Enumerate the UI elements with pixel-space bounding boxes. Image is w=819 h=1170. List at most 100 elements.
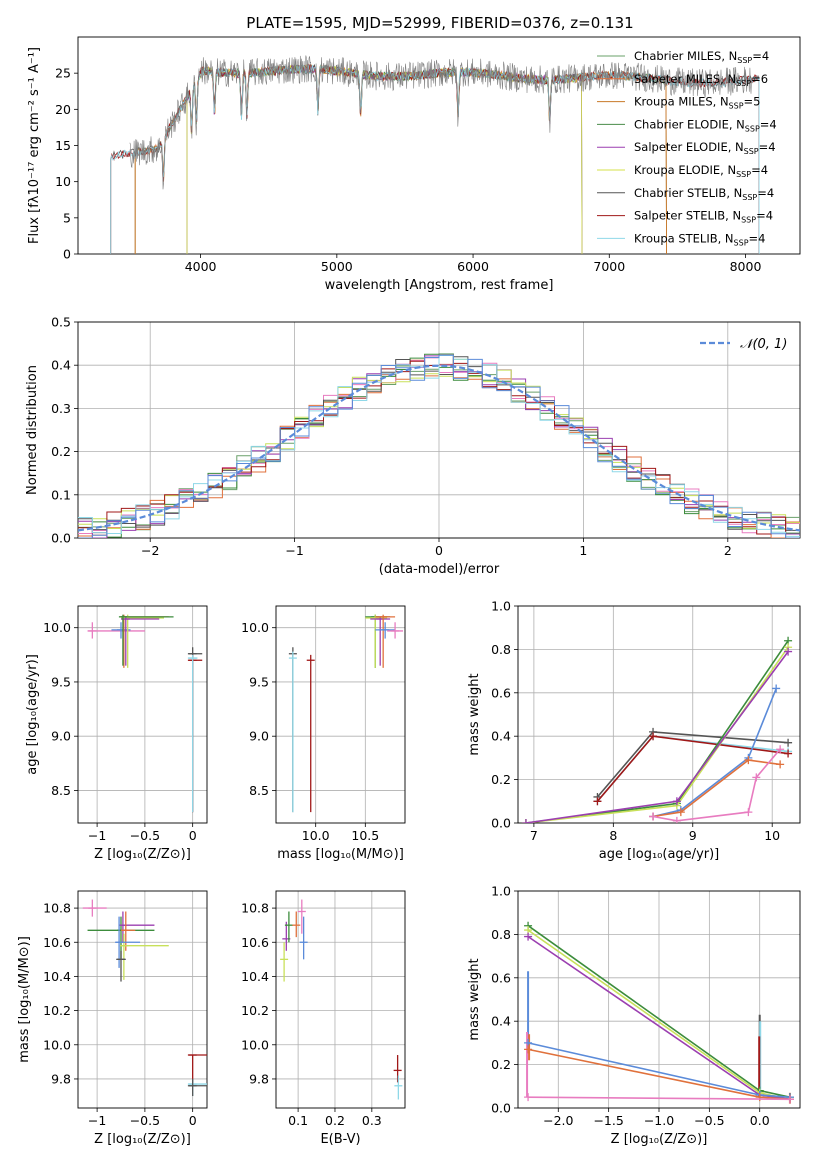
weight-marker xyxy=(524,1045,533,1054)
y-tick-label: 0.6 xyxy=(491,685,511,700)
y-tick-label: 9.0 xyxy=(51,729,71,744)
mass-vs-metallicity-panel: −1 −0.5 0 9.8 10.0 10.2 10.4 10.6 10.8 Z [log₁₀(Z… xyxy=(17,890,208,1147)
spectrum-data-line xyxy=(129,55,753,190)
x-tick-label: 0.0 xyxy=(750,1113,770,1128)
y-tick-label: 10.8 xyxy=(241,901,269,916)
y-tick-label: 10 xyxy=(55,174,71,189)
y-axis-label: mass [log₁₀(M/M⊙)] xyxy=(17,936,32,1063)
x-tick-label: 0.1 xyxy=(288,1113,308,1128)
x-tick-label: 5000 xyxy=(321,259,353,274)
y-axis-label: Normed distribution xyxy=(25,365,40,495)
legend-value: =6 xyxy=(751,72,768,86)
y-tick-label: 5 xyxy=(63,210,71,225)
x-tick-label: 4000 xyxy=(185,259,217,274)
weight-vs-metallicity-panel: −2.0 −1.5 −1.0 −0.5 0.0 0.0 0.2 0.4 0.6 0.8 1.0 Z [… xyxy=(467,884,801,1147)
x-tick-label: −2 xyxy=(141,543,159,558)
weight-marker xyxy=(672,816,681,823)
y-tick-label: 0.2 xyxy=(51,444,71,459)
spectrum-panel: 4000 5000 6000 7000 8000 0 5 10 15 20 25 wavelength… xyxy=(27,36,801,293)
legend-label: 𝒩(0, 1) xyxy=(740,337,787,352)
age-vs-mass-panel: 10.0 10.5 8.5 9.0 9.5 10.0 mass [log₁₀(M/M⊙)] xyxy=(241,605,406,862)
legend-label: Kroupa ELODIE, NSSP=4 xyxy=(634,163,768,179)
weight-line xyxy=(652,759,781,818)
x-tick-label: 0 xyxy=(189,1113,197,1128)
weight-marker xyxy=(521,819,530,823)
weight-marker xyxy=(744,756,753,765)
y-tick-label: 0.0 xyxy=(51,531,71,546)
x-tick-label: 0.2 xyxy=(325,1113,345,1128)
weight-marker xyxy=(649,812,658,821)
x-axis-label: Z [log₁₀(Z/Z⊙)] xyxy=(94,1132,191,1147)
normal-curve xyxy=(78,364,800,532)
x-tick-label: −0.5 xyxy=(130,1113,160,1128)
y-tick-label: 10.2 xyxy=(241,1003,269,1018)
weight-marker xyxy=(524,1093,533,1102)
y-axis-label: mass weight xyxy=(467,958,482,1040)
weight-marker xyxy=(776,760,785,769)
plot-frame xyxy=(77,605,208,824)
y-axis-label: Flux [fλ10⁻¹⁷ erg cm⁻² s⁻¹ A⁻¹] xyxy=(27,47,42,244)
weight-marker xyxy=(752,773,761,782)
x-tick-label: −2.0 xyxy=(543,1113,573,1128)
x-axis-label: age [log₁₀(age/yr)] xyxy=(599,847,720,862)
x-axis-label: E(B-V) xyxy=(320,1132,360,1147)
residuals-panel: −2 −1 0 1 2 0.0 0.1 0.2 0.3 0.4 0.5 (data-model)/er… xyxy=(25,315,801,577)
legend-subscript: SSP xyxy=(745,124,760,133)
y-tick-label: 9.0 xyxy=(249,729,269,744)
x-tick-label: 10 xyxy=(764,828,780,843)
y-tick-label: 25 xyxy=(55,66,71,81)
legend-label: Kroupa STELIB, NSSP=4 xyxy=(634,231,765,247)
plot-frame xyxy=(77,890,208,1109)
x-tick-label: −1 xyxy=(88,1113,106,1128)
weight-marker xyxy=(649,732,658,741)
plot-frame xyxy=(517,605,801,824)
legend-value: =4 xyxy=(751,163,768,177)
y-tick-label: 10.6 xyxy=(241,935,269,950)
weight-vs-age-panel: 7 8 9 10 0.0 0.2 0.4 0.6 0.8 1.0 age [log₁₀(age/yr… xyxy=(467,599,801,862)
legend-subscript: SSP xyxy=(742,193,757,202)
y-tick-label: 0.2 xyxy=(491,772,511,787)
plot-frame xyxy=(77,321,801,539)
y-tick-label: 0.8 xyxy=(491,927,511,942)
legend-subscript: SSP xyxy=(734,238,749,247)
legend-subscript: SSP xyxy=(736,170,751,179)
y-tick-label: 10.2 xyxy=(43,1003,71,1018)
legend-subscript: SSP xyxy=(744,147,759,156)
x-tick-label: 2 xyxy=(724,543,732,558)
y-tick-label: 20 xyxy=(55,102,71,117)
weight-marker xyxy=(784,647,793,656)
x-tick-label: 9 xyxy=(689,828,697,843)
legend-subscript: SSP xyxy=(741,216,756,225)
y-tick-label: 10.0 xyxy=(241,1037,269,1052)
x-tick-label: 7 xyxy=(530,828,538,843)
x-tick-label: −0.5 xyxy=(694,1113,724,1128)
legend-label: Salpeter STELIB, NSSP=4 xyxy=(634,209,773,225)
y-tick-label: 0.3 xyxy=(51,401,71,416)
x-tick-label: 0.3 xyxy=(362,1113,382,1128)
figure-title: PLATE=1595, MJD=52999, FIBERID=0376, z=0… xyxy=(246,14,633,32)
y-tick-label: 15 xyxy=(55,138,71,153)
plot-frame xyxy=(517,890,801,1109)
legend-value: =4 xyxy=(759,140,776,154)
legend-subscript: SSP xyxy=(737,56,752,65)
y-tick-label: 10.6 xyxy=(43,935,71,950)
y-tick-label: 9.8 xyxy=(51,1071,71,1086)
x-tick-label: −1.5 xyxy=(593,1113,623,1128)
weight-marker xyxy=(776,745,785,754)
plot-frame xyxy=(77,36,801,255)
y-tick-label: 0.4 xyxy=(491,729,511,744)
weight-marker xyxy=(676,808,685,817)
y-tick-label: 10.4 xyxy=(43,969,71,984)
legend-label: Salpeter ELODIE, NSSP=4 xyxy=(634,140,776,156)
legend-label: Chabrier ELODIE, NSSP=4 xyxy=(634,117,777,133)
legend-value: =4 xyxy=(752,49,769,63)
y-tick-label: 0.8 xyxy=(491,642,511,657)
x-tick-label: −1 xyxy=(285,543,303,558)
y-tick-label: 0.2 xyxy=(491,1057,511,1072)
legend-value: =4 xyxy=(757,186,774,200)
residual-histogram xyxy=(78,355,800,537)
weight-marker xyxy=(772,684,781,693)
y-tick-label: 0.0 xyxy=(491,816,511,831)
mass-vs-ebv-panel: 0.1 0.2 0.3 9.8 10.0 10.2 10.4 10.6 10.8 E(B-V) xyxy=(241,890,406,1147)
